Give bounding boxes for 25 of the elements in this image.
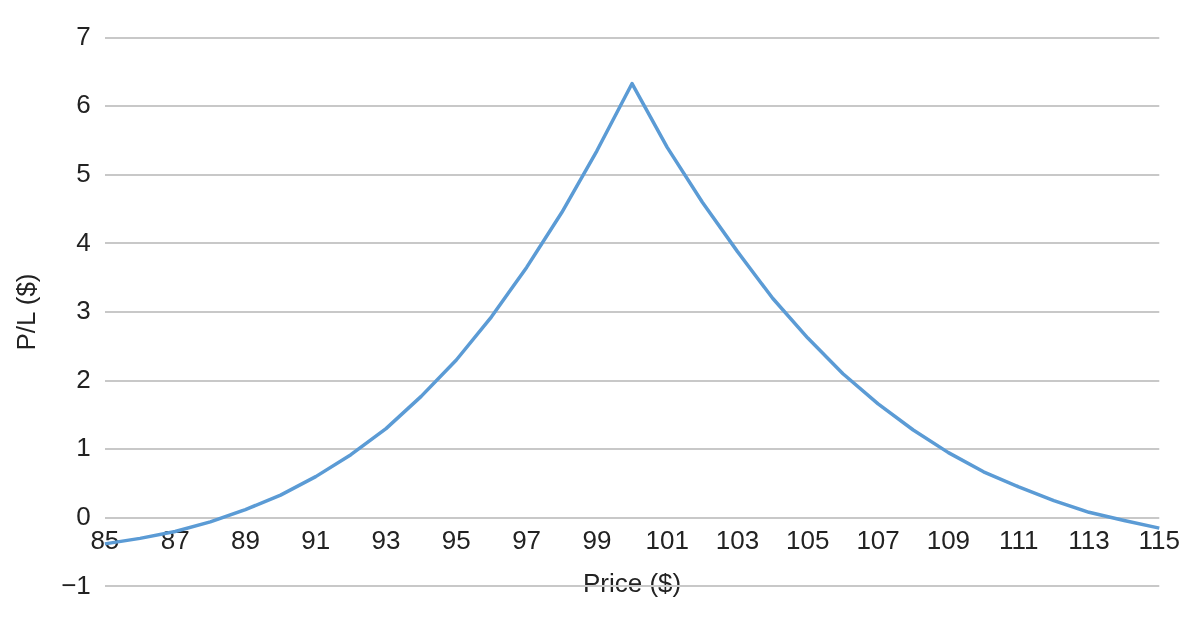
y-tick-label: −1 <box>61 569 91 600</box>
x-tick-label: 109 <box>926 524 971 555</box>
y-tick-label: 0 <box>76 500 91 531</box>
x-tick-label: 107 <box>856 524 900 555</box>
x-tick-label: 93 <box>371 524 401 555</box>
y-tick-label: 2 <box>76 363 91 394</box>
y-tick-label: 5 <box>76 157 91 188</box>
y-tick-label: 3 <box>76 295 91 326</box>
x-tick-label: 99 <box>582 524 612 555</box>
x-tick-label: 105 <box>786 524 830 555</box>
x-tick-label: 103 <box>715 524 760 555</box>
x-tick-label: 85 <box>90 524 120 555</box>
y-tick-label: 6 <box>76 89 91 120</box>
y-tick-label: 4 <box>76 226 91 257</box>
y-tick-label: 7 <box>76 20 91 51</box>
x-tick-label: 95 <box>441 524 471 555</box>
x-tick-label: 111 <box>998 524 1039 555</box>
y-axis-title: P/L ($) <box>10 273 41 351</box>
x-tick-label: 101 <box>645 524 689 555</box>
x-tick-label: 115 <box>1138 524 1180 555</box>
y-tick-label: 1 <box>76 432 91 463</box>
x-tick-label: 113 <box>1068 524 1110 555</box>
x-tick-label: 97 <box>512 524 542 555</box>
x-tick-label: 89 <box>230 524 260 555</box>
x-tick-label: 91 <box>301 524 331 555</box>
